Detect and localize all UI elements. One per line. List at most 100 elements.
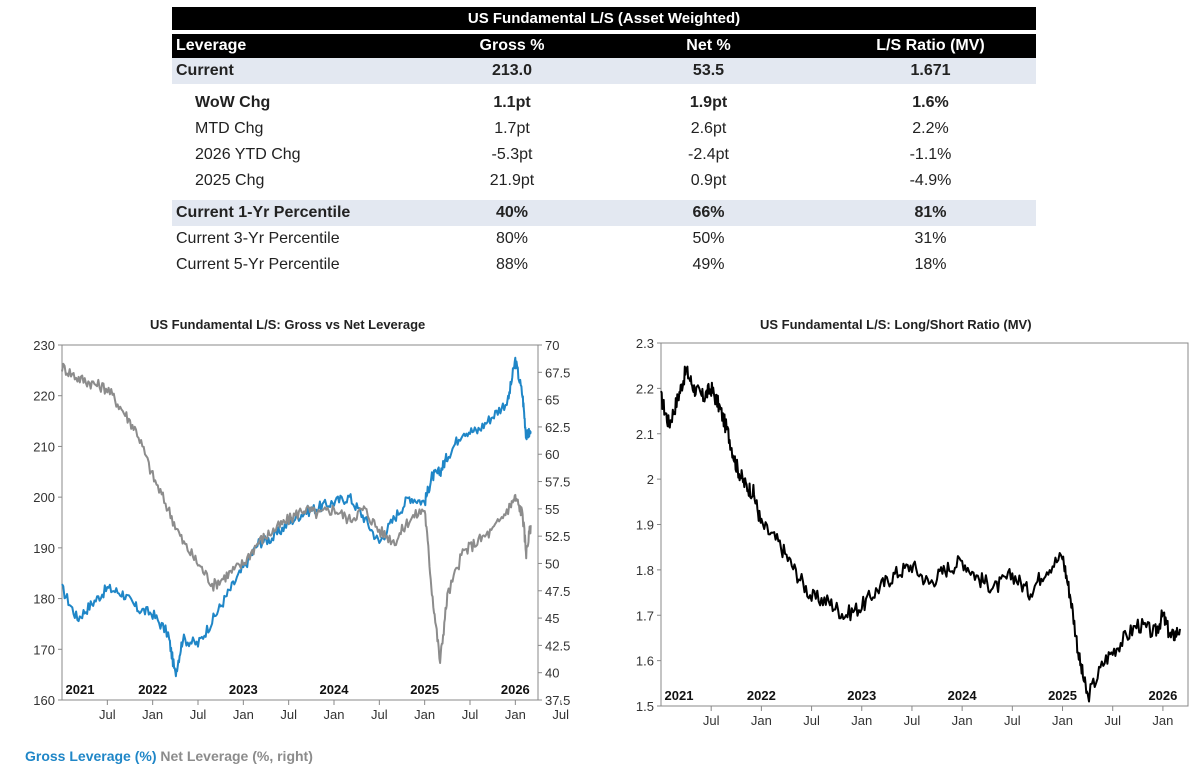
x-year-label: 2025 (410, 682, 439, 697)
row-label: Current (176, 62, 234, 79)
legend-gross: Gross Leverage (%) (25, 748, 157, 764)
net-value: -2.4pt (688, 146, 729, 163)
y2-tick-label: 55 (545, 502, 559, 517)
x-year-label: 2021 (66, 682, 95, 697)
ratio-value: 1.671 (910, 62, 951, 79)
x-year-label: 2021 (665, 688, 694, 703)
header-net: Net % (686, 37, 731, 54)
y2-tick-label: 45 (545, 611, 559, 626)
ratio-value: 18% (914, 256, 947, 273)
row-label: MTD Chg (195, 120, 264, 137)
net-value: 0.9pt (690, 172, 727, 189)
y-tick-label: 1.9 (636, 518, 654, 533)
x-tick-label: Jul (1104, 713, 1121, 728)
row-label: Current 5-Yr Percentile (176, 256, 340, 273)
y2-tick-label: 37.5 (545, 693, 570, 708)
gross-net-leverage-chart: 230 220 210 200 190 180 170 160 70 67.5 65 62.5 60 57… (33, 338, 570, 722)
x-year-label: 2025 (1048, 688, 1077, 703)
y-tick-label: 2.3 (636, 336, 654, 351)
gross-value: 1.1pt (493, 94, 531, 111)
header-leverage: Leverage (176, 37, 247, 54)
chart1-legend: Gross Leverage (%) Net Leverage (%, righ… (25, 748, 313, 764)
gross-value: 1.7pt (494, 120, 530, 137)
x-tick-label: Jul (280, 707, 297, 722)
x-tick-label: Jan (851, 713, 872, 728)
y2-tick-label: 65 (545, 393, 559, 408)
y-tick-label: 2 (647, 472, 654, 487)
gross-value: 213.0 (491, 62, 533, 79)
x-tick-label: Jan (1052, 713, 1073, 728)
x-tick-label: Jul (1004, 713, 1021, 728)
net-value: 50% (692, 230, 725, 247)
table-title: US Fundamental L/S (Asset Weighted) (172, 7, 1036, 30)
x-year-label: 2024 (948, 688, 978, 703)
plot-frame (61, 344, 539, 701)
ratio-value: 31% (914, 230, 947, 247)
x-tick-label: Jul (371, 707, 388, 722)
y-tick-label: 200 (33, 490, 55, 505)
header-gross: Gross % (479, 37, 545, 54)
x-tick-label: Jul (99, 707, 116, 722)
gross-value: 88% (495, 256, 529, 273)
ratio-value: 1.6% (912, 94, 949, 111)
y2-tick-label: 40 (545, 666, 559, 681)
series-line-2 (61, 362, 532, 664)
x-tick-label: Jan (142, 707, 163, 722)
row-label: 2025 Chg (195, 172, 265, 189)
ls-summary-table: US Fundamental L/S (Asset Weighted) Leve… (172, 7, 1036, 278)
x-tick-label: Jul (552, 707, 569, 722)
x-year-label: 2024 (320, 682, 350, 697)
x-tick-label: Jan (414, 707, 435, 722)
table-row-3yr-pct: Current 3-Yr Percentile 80% 50% 31% (172, 226, 1036, 252)
y-tick-label: 1.5 (636, 699, 654, 714)
long-short-ratio-chart: 2.3 2.2 2.1 2 1.9 1.8 1.7 1.6 1.5 Jul Jan Jul Jan Jul… (636, 336, 1189, 728)
x-tick-label: Jul (803, 713, 820, 728)
series-line-1 (660, 365, 1181, 703)
row-label: 2026 YTD Chg (195, 146, 301, 163)
y-tick-label: 1.7 (636, 608, 654, 623)
x-tick-label: Jan (324, 707, 345, 722)
net-value: 53.5 (692, 62, 725, 79)
y-tick-label: 210 (33, 439, 55, 454)
table-header-row: Leverage Gross % Net % L/S Ratio (MV) (172, 34, 1036, 58)
x-tick-label: Jan (233, 707, 254, 722)
y-tick-label: 1.6 (636, 654, 654, 669)
x-tick-label: Jan (952, 713, 973, 728)
ratio-value: 81% (914, 204, 947, 221)
net-value: 2.6pt (690, 120, 727, 137)
table-row-mtd: MTD Chg 1.7pt 2.6pt 2.2% (172, 116, 1036, 142)
x-year-label: 2026 (1148, 688, 1177, 703)
x-tick-label: Jul (190, 707, 207, 722)
gross-value: 21.9pt (489, 172, 535, 189)
y-tick-label: 230 (33, 338, 55, 353)
chart2-title: US Fundamental L/S: Long/Short Ratio (MV… (760, 317, 1032, 332)
y-tick-label: 160 (33, 693, 55, 708)
y-tick-label: 220 (33, 389, 55, 404)
x-tick-label: Jul (904, 713, 921, 728)
x-tick-label: Jan (1152, 713, 1173, 728)
y2-tick-label: 47.5 (545, 584, 570, 599)
y-tick-label: 180 (33, 592, 55, 607)
ratio-value: 2.2% (912, 120, 949, 137)
y2-tick-label: 70 (545, 338, 559, 353)
header-ratio: L/S Ratio (MV) (876, 37, 985, 54)
x-year-label: 2022 (747, 688, 776, 703)
row-label: Current 1-Yr Percentile (176, 204, 351, 221)
y-tick-label: 1.8 (636, 563, 654, 578)
y2-tick-label: 60 (545, 447, 559, 462)
y2-tick-label: 50 (545, 556, 559, 571)
x-tick-label: Jan (751, 713, 772, 728)
y2-tick-label: 67.5 (545, 365, 570, 380)
chart1-title: US Fundamental L/S: Gross vs Net Leverag… (150, 317, 426, 332)
x-tick-label: Jul (703, 713, 720, 728)
x-year-label: 2023 (229, 682, 258, 697)
gross-value: 40% (495, 204, 529, 221)
table-row-wow: WoW Chg 1.1pt 1.9pt 1.6% (172, 90, 1036, 116)
x-year-label: 2023 (847, 688, 876, 703)
ratio-value: -1.1% (909, 146, 952, 163)
table-row-2025: 2025 Chg 21.9pt 0.9pt -4.9% (172, 168, 1036, 194)
y-tick-label: 2.1 (636, 427, 654, 442)
y2-tick-label: 42.5 (545, 638, 570, 653)
gross-value: -5.3pt (491, 146, 533, 163)
gross-value: 80% (495, 230, 529, 247)
